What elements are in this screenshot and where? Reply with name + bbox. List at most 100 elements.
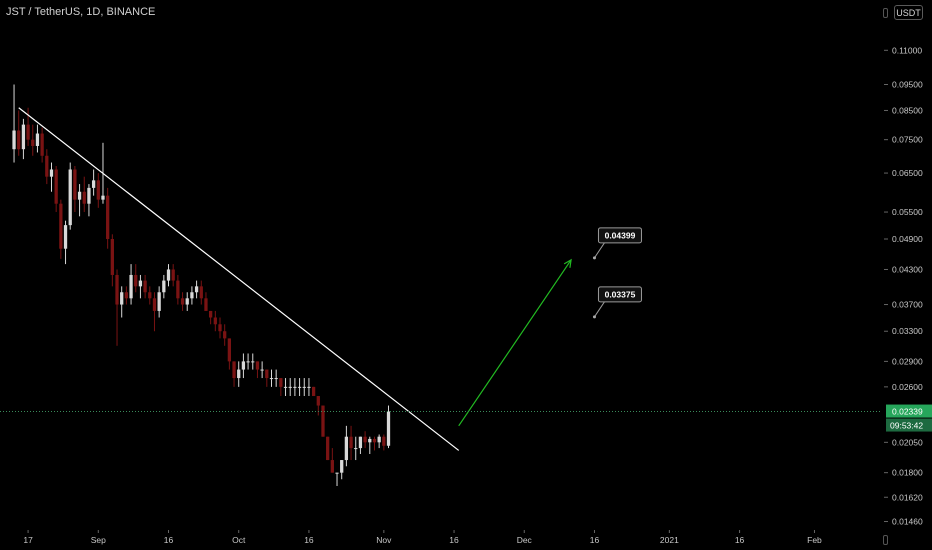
candle — [40, 127, 44, 163]
candle-body — [134, 274, 138, 287]
candle — [232, 361, 236, 387]
candle-body — [349, 436, 353, 449]
candle — [21, 118, 26, 160]
candle-body — [227, 338, 231, 362]
candle-body — [293, 386, 297, 388]
price-note-box — [597, 227, 642, 244]
candle-body — [120, 292, 124, 305]
time-tick-label: Oct — [232, 535, 246, 545]
price-tick-label: 0.07500 — [892, 135, 923, 145]
time-tick-label: 16 — [449, 535, 459, 545]
candle — [190, 286, 194, 305]
candle-body — [274, 378, 278, 380]
candle-body — [21, 124, 26, 150]
candle-body — [241, 361, 246, 370]
candle — [340, 460, 344, 480]
candle — [251, 353, 255, 370]
price-notes: 0.04399 0.03375 — [592, 227, 642, 319]
candle-body — [251, 361, 255, 363]
price-tick-label: 0.09500 — [892, 80, 923, 90]
last-price-value: 0.02339 — [892, 407, 923, 417]
candle — [316, 396, 320, 416]
candle — [368, 436, 372, 454]
candle-body — [354, 448, 358, 450]
candle — [386, 405, 391, 449]
candle — [73, 165, 77, 213]
candle-body — [382, 436, 386, 446]
price-note-pointer — [594, 301, 605, 318]
candle-body — [124, 292, 129, 299]
candle — [176, 274, 180, 305]
projection-arrow[interactable] — [458, 259, 572, 427]
time-tick-label: Sep — [91, 535, 106, 545]
candle-body — [63, 225, 68, 249]
candle — [143, 274, 147, 299]
candle — [377, 434, 381, 449]
candle — [260, 361, 264, 379]
candle-body — [199, 286, 203, 299]
time-tick-label: 16 — [590, 535, 600, 545]
time-tick-label: 16 — [735, 535, 745, 545]
price-note[interactable]: 0.03375 — [592, 286, 642, 319]
candle — [330, 448, 334, 473]
candle — [31, 124, 35, 156]
candle — [293, 378, 297, 397]
candle-body — [307, 386, 311, 388]
candle-body — [288, 386, 292, 388]
candle-body — [12, 130, 16, 150]
lock-icon[interactable] — [883, 8, 888, 18]
candle-body — [129, 274, 133, 299]
candle-body — [246, 361, 250, 363]
price-note[interactable]: 0.04399 — [592, 227, 642, 260]
candle — [265, 369, 269, 387]
candle-body — [59, 203, 63, 249]
candle — [171, 264, 175, 287]
candle — [209, 310, 213, 325]
candle-body — [316, 396, 320, 406]
price-axis: 0.11000 0.09500 0.08500 0.07500 0.06500 0.055… — [884, 45, 932, 527]
candles — [12, 84, 391, 487]
lock-icon[interactable] — [883, 535, 888, 545]
price-tick-label: 0.06500 — [892, 168, 923, 178]
candle-body — [35, 133, 40, 146]
candle — [321, 405, 325, 437]
candle — [213, 310, 217, 332]
candle — [152, 292, 157, 332]
trendline[interactable] — [18, 107, 460, 451]
candle — [26, 107, 30, 146]
candle-body — [162, 280, 166, 293]
candle-body — [40, 133, 44, 156]
time-tick-label: Nov — [376, 535, 392, 545]
candle-body — [110, 238, 114, 275]
candle-body — [213, 317, 217, 325]
candle-body — [386, 411, 391, 446]
candle — [354, 436, 358, 461]
candle — [110, 234, 114, 287]
candle — [148, 286, 152, 305]
candle-body — [77, 191, 82, 200]
candle-body — [372, 438, 377, 443]
candle — [134, 264, 138, 293]
candle-body — [54, 169, 58, 204]
drawings — [0, 107, 880, 451]
candle-body — [115, 274, 119, 305]
candle-body — [358, 436, 363, 449]
candle-body — [326, 436, 330, 461]
candle — [363, 431, 367, 449]
candle-body — [91, 180, 96, 188]
candle — [138, 274, 143, 299]
candle-body — [152, 298, 157, 311]
candle-body — [335, 472, 339, 474]
candle — [241, 353, 246, 379]
currency-button[interactable]: USDT — [894, 5, 923, 20]
time-tick-label: 17 — [23, 535, 33, 545]
candle-body — [157, 292, 161, 311]
countdown-box — [886, 418, 932, 432]
candle — [166, 264, 171, 287]
candle — [199, 280, 203, 305]
candle — [54, 165, 58, 213]
candle — [63, 220, 68, 265]
candle-body — [171, 269, 175, 281]
candle-body — [148, 292, 152, 299]
